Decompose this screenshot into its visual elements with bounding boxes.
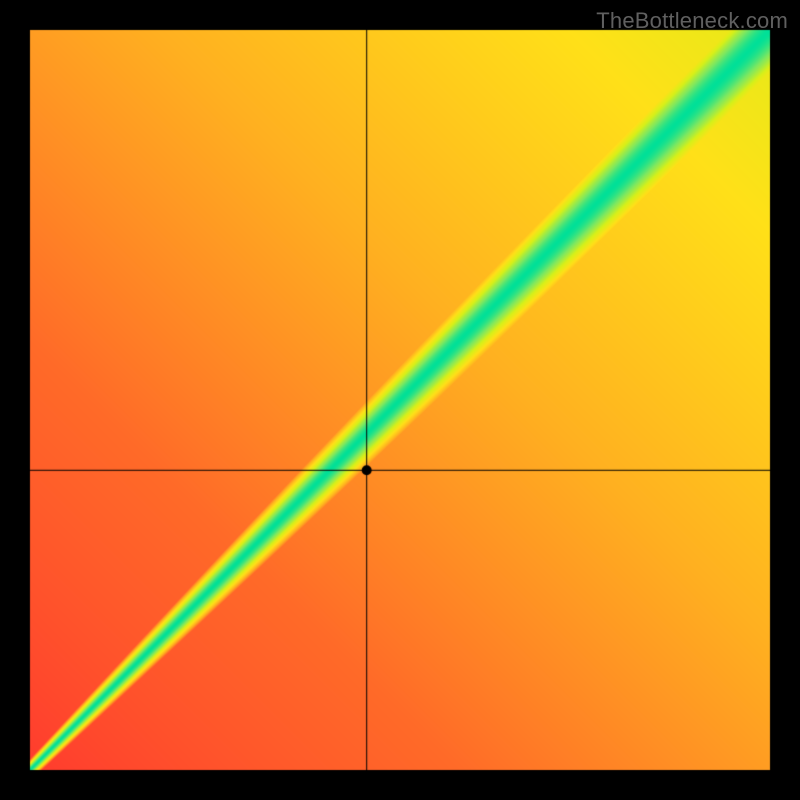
chart-container: TheBottleneck.com	[0, 0, 800, 800]
watermark-text: TheBottleneck.com	[596, 8, 788, 34]
heatmap-canvas	[0, 0, 800, 800]
